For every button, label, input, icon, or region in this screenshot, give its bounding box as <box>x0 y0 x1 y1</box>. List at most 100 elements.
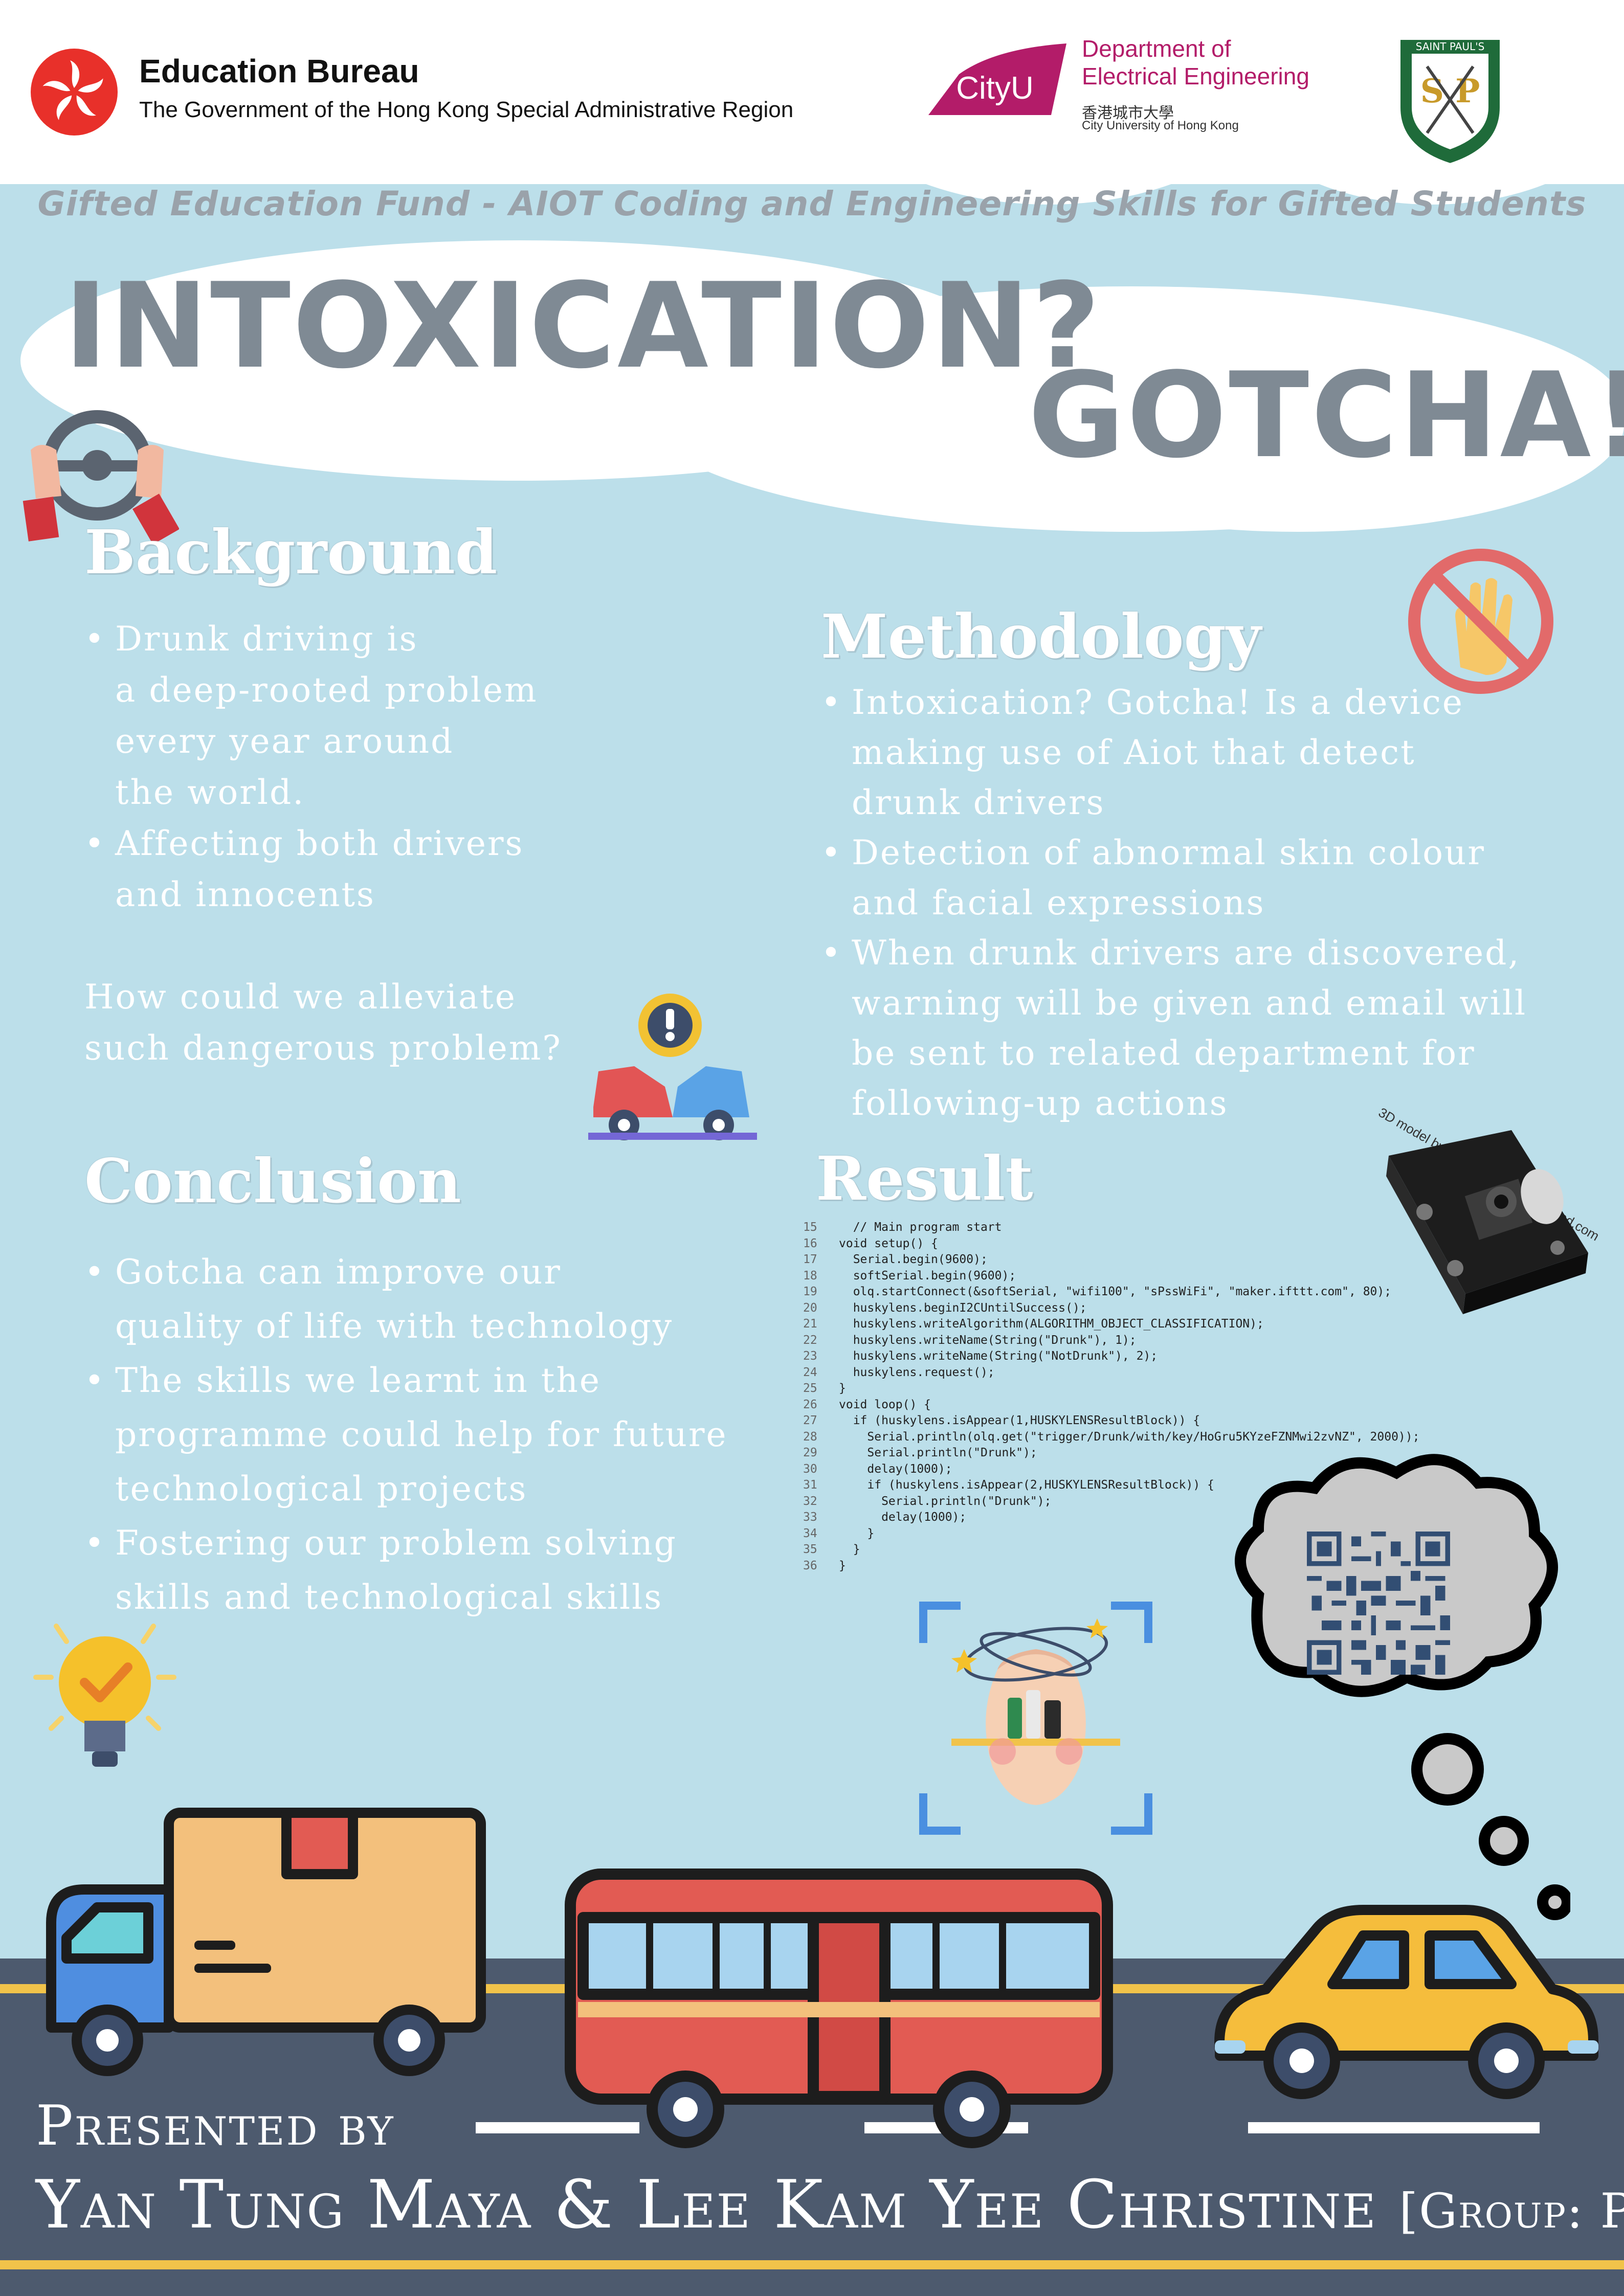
line-number: 26 <box>803 1398 817 1411</box>
background-question: How could we alleviate such dangerous pr… <box>84 972 562 1074</box>
line-number: 18 <box>803 1269 817 1282</box>
code-line: 23 huskylens.writeName(String("NotDrunk"… <box>803 1348 1483 1365</box>
code-text: Serial.println("Drunk"); <box>839 1446 1037 1459</box>
car-crash-icon <box>588 994 757 1140</box>
code-line: 28 Serial.println(olq.get("trigger/Drunk… <box>803 1429 1483 1446</box>
code-text: huskylens.beginI2CUntilSuccess(); <box>839 1301 1087 1315</box>
car-icon <box>1214 1905 1598 2099</box>
cloud-shape <box>972 317 1624 532</box>
code-text: if (huskylens.isAppear(1,HUSKYLENSResult… <box>839 1414 1200 1427</box>
result-heading: Result <box>816 1143 1033 1214</box>
bg-b1-l4: the world. <box>115 773 305 812</box>
line-number: 36 <box>803 1559 817 1572</box>
line-number: 25 <box>803 1382 817 1395</box>
method-bullet-1: Intoxication? Gotcha! Is a device making… <box>821 678 1527 828</box>
bus-icon <box>565 1869 1113 2148</box>
methodology-bullets: Intoxication? Gotcha! Is a device making… <box>821 678 1527 1129</box>
drunk-face-scan-icon <box>919 1602 1152 1835</box>
c-b3-l1: Fostering our problem solving <box>115 1523 677 1563</box>
code-line: 32 Serial.println("Drunk"); <box>803 1494 1483 1510</box>
thought-cloud <box>1235 1454 1570 1920</box>
line-number: 23 <box>803 1349 817 1363</box>
m-b3-l1: When drunk drivers are discovered, <box>852 933 1521 973</box>
code-line: 36} <box>803 1558 1483 1574</box>
method-bullet-3: When drunk drivers are discovered, warni… <box>821 928 1527 1129</box>
code-text: // Main program start <box>839 1221 1002 1234</box>
m-b3-l3: be sent to related department for <box>852 1033 1476 1073</box>
code-text: Serial.println("Drunk"); <box>839 1494 1052 1508</box>
code-text: } <box>839 1559 846 1572</box>
code-text: huskylens.writeName(String("NotDrunk"), … <box>839 1349 1158 1363</box>
code-text: delay(1000); <box>839 1462 952 1476</box>
background-bullet-1: Drunk driving is a deep-rooted problem e… <box>84 614 538 818</box>
line-number: 31 <box>803 1478 817 1492</box>
conclusion-bullet-1: Gotcha can improve our quality of life w… <box>84 1245 728 1354</box>
code-text: huskylens.writeName(String("Drunk"), 1); <box>839 1333 1137 1347</box>
code-text: delay(1000); <box>839 1511 967 1524</box>
code-listing: 15 // Main program start 16 void setup() {… <box>803 1220 1483 1574</box>
c-b2-l1: The skills we learnt in the <box>115 1361 601 1400</box>
line-number: 30 <box>803 1462 817 1476</box>
edb-title: Education Bureau <box>139 53 419 89</box>
truck-icon <box>46 1808 486 2076</box>
code-line: 18 softSerial.begin(9600); <box>803 1268 1483 1285</box>
bg-b2-l2: and innocents <box>115 875 375 914</box>
m-b2-l2: and facial expressions <box>852 883 1265 922</box>
conclusion-bullet-3: Fostering our problem solving skills and… <box>84 1516 728 1625</box>
bauhinia-icon <box>31 49 118 136</box>
m-b3-l2: warning will be given and email will <box>852 983 1527 1023</box>
code-line: 25} <box>803 1381 1483 1397</box>
dept-line1: Department of <box>1082 35 1231 62</box>
conclusion-bullets: Gotcha can improve our quality of life w… <box>84 1245 728 1625</box>
method-bullet-2: Detection of abnormal skin colour and fa… <box>821 828 1527 928</box>
c-b3-l2: skills and technological skills <box>115 1578 663 1617</box>
c-b1-l2: quality of life with technology <box>115 1307 674 1346</box>
presenter-names: Yan Tung Maya & Lee Kam Yee Christine [G… <box>36 2166 1624 2243</box>
methodology-heading: Methodology <box>821 601 1261 672</box>
line-number: 17 <box>803 1253 817 1266</box>
code-text: } <box>839 1526 875 1540</box>
line-number: 34 <box>803 1526 817 1540</box>
code-line: 30 delay(1000); <box>803 1461 1483 1478</box>
programme-title: Gifted Education Fund - AIOT Coding and … <box>37 184 1587 223</box>
m-b3-l4: following-up actions <box>852 1084 1229 1123</box>
group-label: [Group: P6] <box>1399 2184 1624 2239</box>
dept-chinese: 香港城市大學 <box>1082 104 1174 122</box>
conclusion-bullet-2: The skills we learnt in the programme co… <box>84 1354 728 1516</box>
code-text: if (huskylens.isAppear(2,HUSKYLENSResult… <box>839 1478 1214 1492</box>
line-number: 16 <box>803 1236 817 1250</box>
title-line1: INTOXICATION? <box>64 258 1103 395</box>
m-b2-l1: Detection of abnormal skin colour <box>852 833 1485 872</box>
m-b1-l2: making use of Aiot that detect <box>852 733 1416 772</box>
code-line: 20 huskylens.beginI2CUntilSuccess(); <box>803 1300 1483 1317</box>
code-text: softSerial.begin(9600); <box>839 1269 1016 1282</box>
code-line: 15 // Main program start <box>803 1220 1483 1236</box>
code-line: 27 if (huskylens.isAppear(1,HUSKYLENSRes… <box>803 1413 1483 1429</box>
qr-code[interactable] <box>1307 1532 1450 1675</box>
conclusion-heading: Conclusion <box>84 1145 461 1217</box>
huskylens-board <box>1386 1130 1588 1314</box>
lane-dash <box>476 2122 639 2133</box>
code-line: 35 } <box>803 1542 1483 1558</box>
line-number: 21 <box>803 1317 817 1331</box>
cityu-logo: CityU <box>928 43 1066 115</box>
code-text: huskylens.writeAlgorithm(ALGORITHM_OBJEC… <box>839 1317 1264 1331</box>
edb-subtitle: The Government of the Hong Kong Special … <box>139 97 794 122</box>
bg-b1-l1: Drunk driving is <box>115 619 418 659</box>
bg-q-l2: such dangerous problem? <box>84 1028 562 1068</box>
code-line: 17 Serial.begin(9600); <box>803 1252 1483 1268</box>
code-line: 19 olq.startConnect(&softSerial, "wifi10… <box>803 1284 1483 1300</box>
presented-by: Presented by <box>36 2094 395 2158</box>
cityu-logo-text: CityU <box>956 71 1034 106</box>
code-line: 21 huskylens.writeAlgorithm(ALGORITHM_OB… <box>803 1316 1483 1333</box>
code-line: 24 huskylens.request(); <box>803 1365 1483 1381</box>
background-bullet-2: Affecting both drivers and innocents <box>84 818 538 920</box>
steering-wheel-icon <box>23 410 179 545</box>
lightbulb-icon <box>33 1624 176 1767</box>
crest-text: SAINT PAUL'S <box>1416 40 1485 53</box>
line-number: 32 <box>803 1494 817 1508</box>
m-b1-l1: Intoxication? Gotcha! Is a device <box>852 683 1464 722</box>
code-text: void loop() { <box>839 1398 931 1411</box>
dept-line2: Electrical Engineering <box>1082 63 1309 89</box>
line-number: 22 <box>803 1333 817 1347</box>
